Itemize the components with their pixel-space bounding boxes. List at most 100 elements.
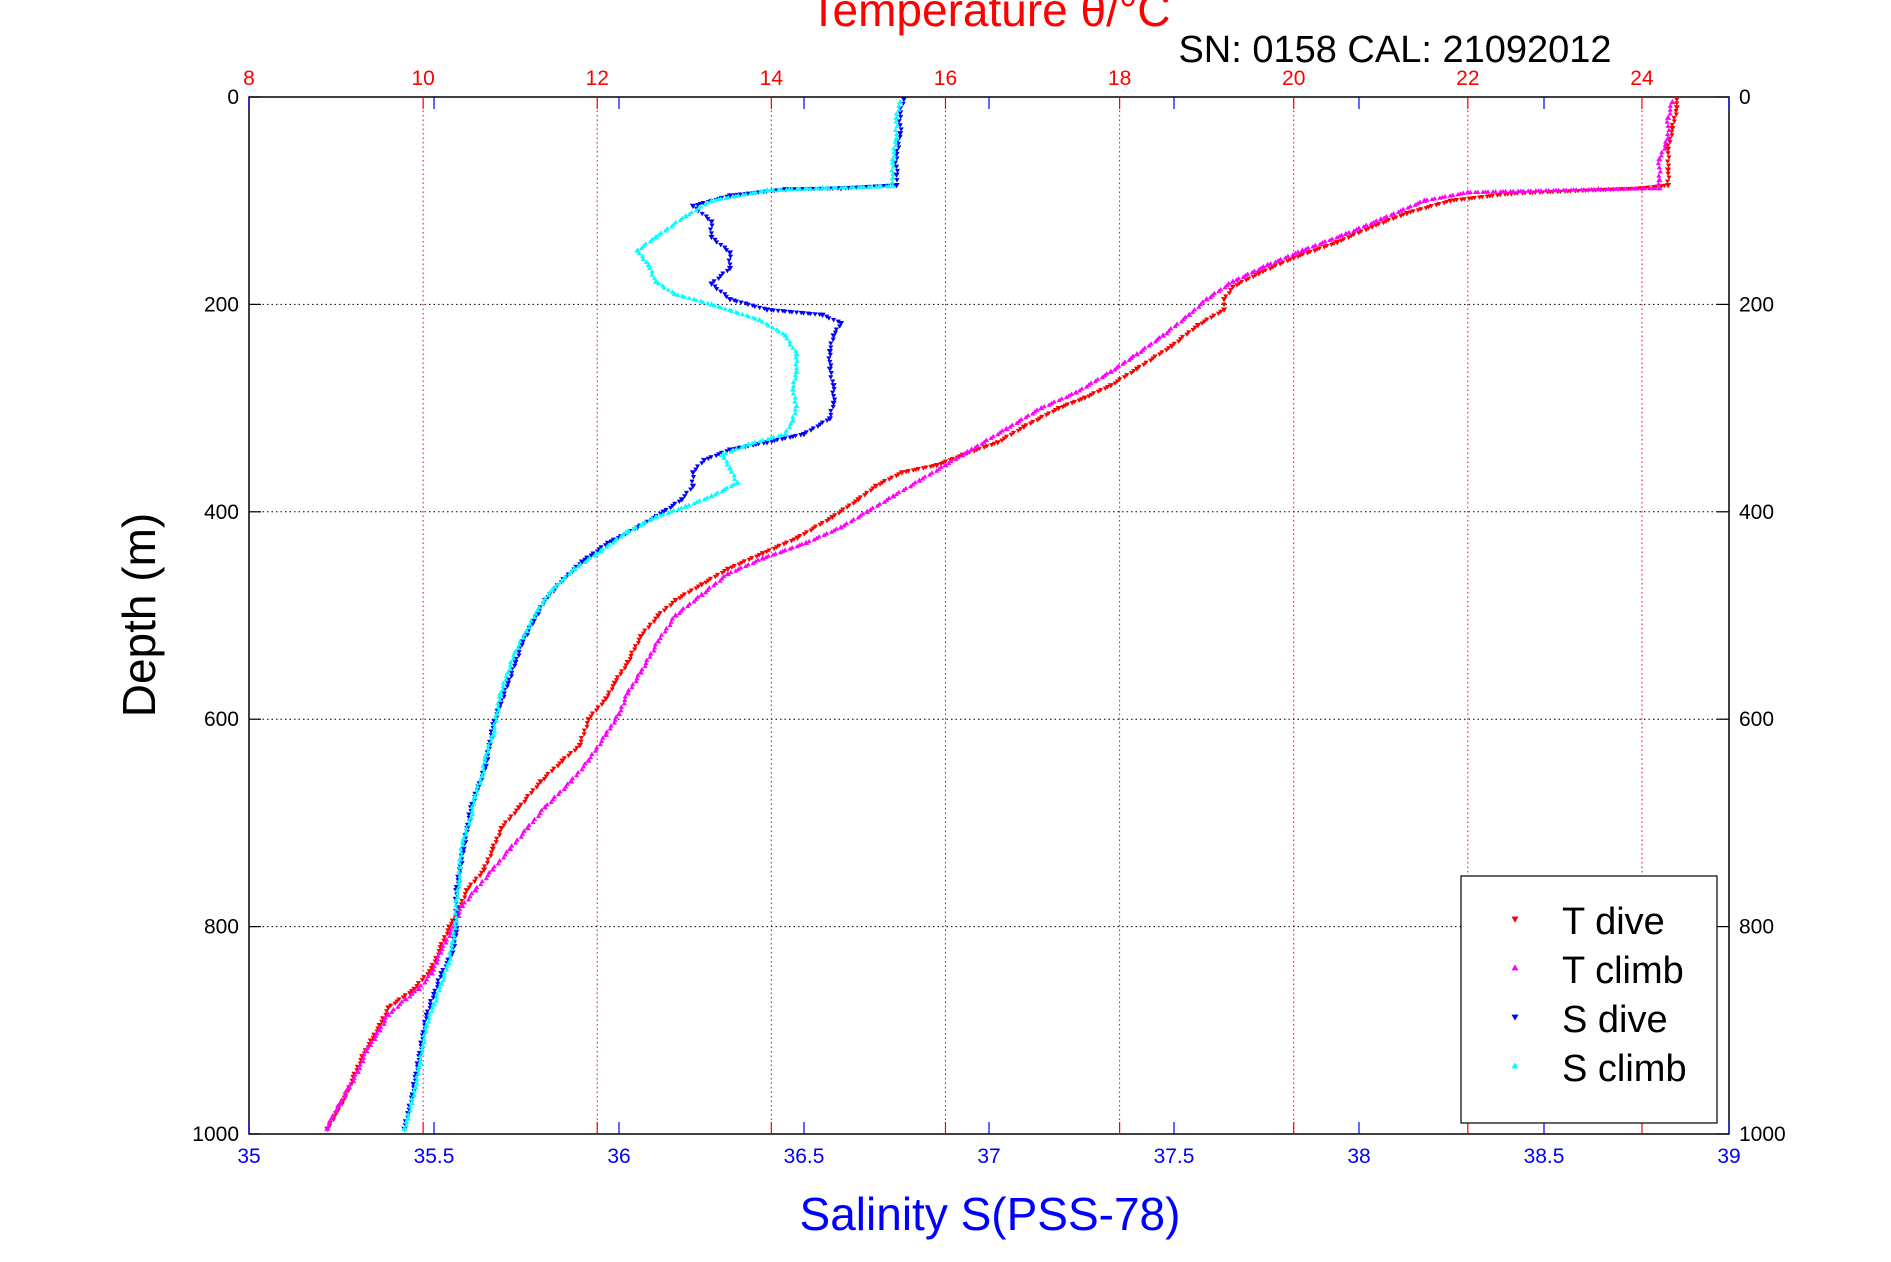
data-point xyxy=(1050,409,1056,415)
data-point xyxy=(705,300,711,306)
data-point xyxy=(426,969,432,974)
data-point xyxy=(519,831,526,836)
data-point xyxy=(612,717,618,722)
data-point xyxy=(995,431,1001,437)
data-point xyxy=(936,466,942,471)
data-point xyxy=(642,663,648,669)
data-point xyxy=(833,327,839,332)
data-point xyxy=(1656,164,1662,170)
legend-marker xyxy=(1511,1014,1519,1021)
data-point xyxy=(668,509,674,514)
data-point xyxy=(784,335,790,341)
data-point xyxy=(749,440,755,446)
data-point xyxy=(587,555,593,560)
data-point xyxy=(1669,122,1675,128)
data-point xyxy=(415,981,422,986)
data-point xyxy=(889,156,896,162)
temperature-tick-label: 24 xyxy=(1630,67,1654,90)
data-point xyxy=(1272,259,1279,264)
data-point xyxy=(531,614,538,620)
data-point xyxy=(482,752,489,758)
data-point xyxy=(1068,391,1075,396)
data-point xyxy=(473,876,479,882)
data-point xyxy=(705,199,711,205)
data-point xyxy=(567,751,574,756)
data-point xyxy=(1656,173,1662,178)
data-point xyxy=(481,770,487,775)
data-point xyxy=(922,474,928,479)
data-point xyxy=(712,491,718,497)
data-point xyxy=(607,726,613,731)
data-point xyxy=(837,524,845,530)
data-point xyxy=(651,275,658,281)
data-point xyxy=(953,456,959,462)
data-point xyxy=(623,529,630,535)
data-point xyxy=(816,533,822,539)
data-point xyxy=(1130,353,1136,358)
data-point xyxy=(916,477,923,483)
data-point xyxy=(610,540,616,545)
data-point xyxy=(1664,179,1671,184)
depth-tick-label-right: 400 xyxy=(1739,501,1774,524)
data-point xyxy=(1041,403,1047,409)
depth-tick-label-left: 200 xyxy=(204,293,239,316)
data-point xyxy=(429,962,435,968)
data-point xyxy=(681,294,688,299)
data-point xyxy=(990,433,996,439)
data-point xyxy=(689,203,697,210)
temperature-tick-label: 8 xyxy=(243,67,255,90)
data-point xyxy=(813,535,820,541)
data-point xyxy=(456,876,464,883)
data-point xyxy=(632,647,638,652)
data-point xyxy=(501,694,507,700)
data-point xyxy=(474,790,480,796)
data-point xyxy=(768,187,774,192)
data-point xyxy=(452,910,458,915)
data-point xyxy=(551,766,557,772)
depth-tick-label-right: 200 xyxy=(1739,293,1774,316)
data-point xyxy=(873,184,879,189)
data-point xyxy=(588,714,594,719)
data-point xyxy=(597,741,604,747)
data-point xyxy=(459,898,465,904)
data-point xyxy=(538,807,545,813)
data-point xyxy=(726,258,732,264)
data-point xyxy=(677,217,683,223)
data-point xyxy=(581,732,587,737)
data-point xyxy=(469,811,476,817)
data-point xyxy=(541,804,549,810)
data-point xyxy=(652,233,660,240)
data-point xyxy=(689,470,697,476)
data-point xyxy=(1671,119,1677,124)
data-point xyxy=(1421,197,1428,203)
data-point xyxy=(584,557,591,562)
data-point xyxy=(661,608,668,614)
data-point xyxy=(1203,296,1210,302)
data-point xyxy=(649,236,656,242)
data-point xyxy=(672,597,679,604)
data-point xyxy=(848,184,854,190)
data-point xyxy=(708,234,715,241)
data-point xyxy=(1196,304,1202,309)
data-point xyxy=(733,568,739,573)
data-point xyxy=(461,900,468,905)
data-point xyxy=(609,687,615,692)
data-point xyxy=(497,690,504,696)
data-point xyxy=(763,554,769,560)
data-point xyxy=(686,590,692,595)
data-point xyxy=(683,490,690,496)
data-point xyxy=(1292,250,1299,256)
data-point xyxy=(382,1018,388,1023)
data-point xyxy=(726,465,734,471)
data-point xyxy=(1603,186,1609,191)
data-point xyxy=(531,816,538,821)
data-point xyxy=(709,223,715,229)
data-point xyxy=(376,1027,383,1033)
data-point xyxy=(783,186,790,192)
data-point xyxy=(948,458,954,464)
data-point xyxy=(612,538,618,543)
data-point xyxy=(471,801,477,806)
data-point xyxy=(502,820,509,825)
data-point xyxy=(652,513,660,520)
data-point xyxy=(1120,361,1126,366)
